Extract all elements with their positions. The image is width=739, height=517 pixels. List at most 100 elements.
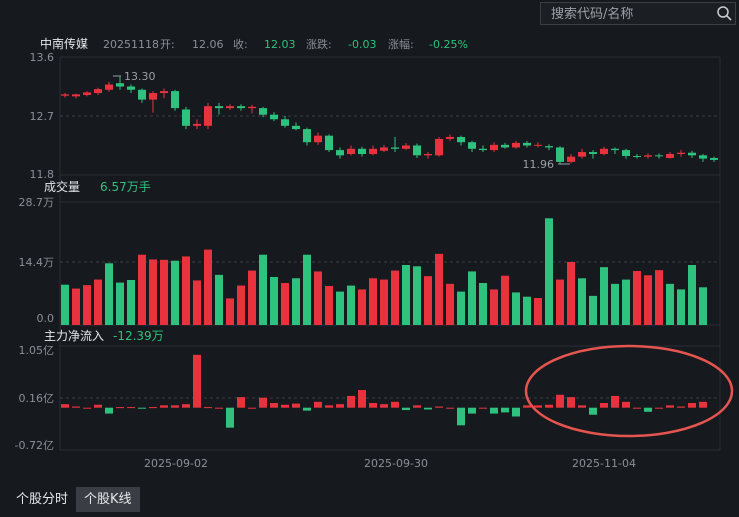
volume-bar [611,283,619,325]
volume-panel: 成交量 6.57万手 28.7万 14.4万 0.0 [19,179,720,326]
flow-bar [193,354,201,408]
candle-body [556,147,564,162]
volume-bar [325,286,333,325]
flow-bar [435,406,443,408]
volume-bar [347,285,355,325]
candle-body [479,148,487,151]
flow-bar [292,403,300,408]
candle-body [72,94,80,97]
volume-bar [149,259,157,325]
change-label: 涨跌: [306,37,332,51]
candle-body [171,91,179,109]
tab-kline[interactable]: 个股K线 [76,487,140,512]
flow-bar [600,402,608,408]
candle-body [435,138,443,156]
volume-bar [644,275,652,325]
volume-bar [358,289,366,325]
candle-body [501,144,509,148]
flow-bar [677,406,685,408]
candle-body [292,125,300,130]
open-label: 开: [160,38,175,51]
volume-bar [666,283,674,325]
volume-bar [116,282,124,325]
candle-body [358,148,366,155]
volume-bar [160,259,168,325]
volume-bar [655,270,663,325]
flow-bar [72,406,80,408]
volume-bar [281,283,289,325]
flow-bar [61,404,69,408]
candle-body [622,150,630,156]
volume-bar [479,283,487,325]
volume-bar [435,253,443,325]
flow-bar [402,407,410,411]
volume-bar [633,271,641,325]
flow-bar [171,405,179,408]
candle-body [446,136,454,139]
candle-body [83,92,91,96]
flow-bar [666,405,674,408]
flow-bar [259,397,267,408]
flow-bar [83,407,91,409]
search-input[interactable] [541,3,723,26]
volume-bar [248,270,256,325]
candle-body [259,108,267,115]
candle-body [215,106,223,109]
tab-intraday[interactable]: 个股分时 [16,492,69,507]
candle-body [534,144,542,146]
stock-name: 中南传媒 [40,36,88,51]
candle-body [424,154,432,156]
min-price-annotation: 11.96 [523,158,570,171]
search-icon[interactable] [716,5,733,22]
candle-body [545,146,553,148]
volume-bar [127,280,135,325]
candle-body [204,106,212,126]
flow-bar [523,405,531,408]
flow-bar [281,404,289,408]
flow-value: -12.39万 [113,329,164,343]
flow-bar [699,401,707,408]
search-box[interactable] [540,2,736,26]
volume-bar [446,283,454,325]
volume-bar [523,296,531,325]
flow-bar [369,402,377,408]
volume-bar [303,254,311,325]
candle-body [644,155,652,157]
candle-body [94,89,102,94]
flow-bar [182,404,190,408]
candle-body [303,129,311,143]
candle-body [347,148,355,155]
volume-bar [589,295,597,325]
flow-bar [314,401,322,408]
volume-bar [182,256,190,325]
max-price-annotation: 13.30 [113,70,156,83]
candle-body [655,155,663,157]
flow-bar [578,405,586,408]
volume-tick-mid: 14.4万 [19,256,55,269]
candle-body [281,119,289,126]
change-value: -0.03 [348,38,376,51]
candle-body [160,91,168,94]
flow-bar [138,407,146,409]
x-tick-label: 2025-09-30 [364,457,428,470]
flow-bar [325,405,333,408]
volume-bar [424,276,432,325]
flow-bar [358,390,366,408]
flow-bar [105,407,113,414]
volume-bar [204,249,212,325]
candle-body [578,152,586,157]
flow-tick-bottom: -0.72亿 [15,439,54,452]
candle-body [413,145,421,156]
volume-bar [270,277,278,325]
candle-body [512,142,520,148]
volume-bar [556,279,564,325]
flow-bar [94,404,102,408]
candle-body [380,147,388,151]
volume-bar [413,266,421,325]
flow-bar [248,407,256,409]
candle-body [490,144,498,151]
candle-body [193,123,201,126]
candle-body [61,94,69,96]
volume-bar [237,285,245,325]
volume-bar [490,289,498,325]
